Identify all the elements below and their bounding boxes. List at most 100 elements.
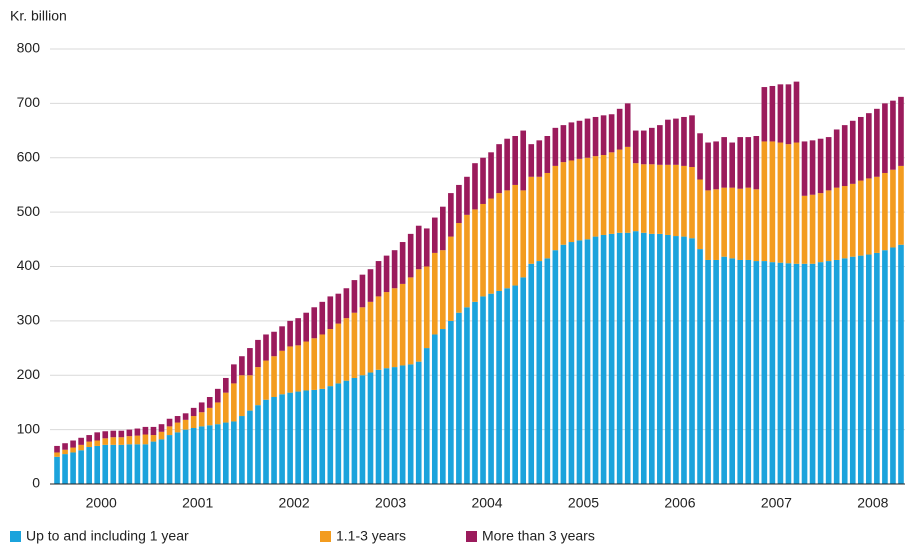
bar-segment bbox=[536, 140, 543, 177]
bar-segment bbox=[890, 247, 896, 484]
bar-segment bbox=[673, 118, 679, 165]
bar-segment bbox=[198, 412, 205, 427]
bar-segment bbox=[206, 407, 213, 426]
bar-segment bbox=[383, 255, 390, 293]
x-tick-label: 2006 bbox=[664, 495, 695, 511]
bar-segment bbox=[512, 136, 518, 185]
bar-segment bbox=[584, 157, 591, 240]
bar-segment bbox=[576, 120, 583, 159]
bar-segment bbox=[182, 429, 189, 484]
x-tick-label: 2008 bbox=[857, 495, 888, 511]
bar-segment bbox=[383, 368, 390, 484]
bar-segment bbox=[222, 422, 229, 484]
bar-segment bbox=[640, 164, 647, 233]
bar-segment bbox=[335, 383, 342, 484]
bar-segment bbox=[271, 331, 277, 357]
bar-segment bbox=[817, 262, 824, 484]
bar-segment bbox=[793, 81, 800, 143]
bar-segment bbox=[142, 426, 149, 435]
bar-segment bbox=[648, 164, 655, 234]
bar-segment bbox=[793, 263, 800, 484]
bar-segment bbox=[737, 259, 744, 484]
bar-segment bbox=[608, 114, 615, 153]
bar-segment bbox=[737, 188, 744, 260]
bar-segment bbox=[150, 435, 157, 442]
bar-segment bbox=[761, 141, 768, 262]
bar-segment bbox=[584, 239, 591, 484]
bar-segment bbox=[504, 190, 510, 289]
bar-segment bbox=[166, 418, 173, 427]
bar-segment bbox=[440, 329, 446, 484]
bar-segment bbox=[809, 263, 816, 484]
bar-segment bbox=[126, 444, 133, 484]
bar-segment bbox=[86, 441, 92, 448]
bar-segment bbox=[231, 421, 237, 484]
bar-segment bbox=[705, 190, 711, 260]
bar-segment bbox=[222, 392, 229, 423]
bar-segment bbox=[785, 84, 792, 145]
y-tick-label: 100 bbox=[17, 420, 41, 436]
bar-segment bbox=[689, 166, 695, 239]
bar-segment bbox=[415, 361, 422, 484]
bar-segment bbox=[375, 296, 382, 370]
bar-segment bbox=[206, 425, 213, 484]
bar-segment bbox=[825, 261, 832, 484]
bar-segment bbox=[255, 367, 261, 406]
bar-segment bbox=[142, 444, 149, 484]
bar-segment bbox=[351, 280, 358, 313]
bar-segment bbox=[327, 386, 334, 484]
bar-segment bbox=[231, 383, 237, 422]
bar-segment bbox=[705, 259, 711, 484]
bar-segment bbox=[166, 426, 173, 436]
bar-segment bbox=[86, 447, 92, 484]
bar-segment bbox=[448, 320, 454, 484]
bar-segment bbox=[504, 138, 510, 191]
bar-segment bbox=[785, 263, 792, 484]
bar-segment bbox=[769, 85, 776, 142]
bar-segment bbox=[874, 252, 880, 484]
bar-segment bbox=[849, 183, 856, 257]
bar-segment bbox=[134, 435, 141, 445]
bar-segment bbox=[568, 242, 575, 484]
bar-segment bbox=[882, 103, 888, 173]
bar-segment bbox=[592, 156, 599, 237]
bar-segment bbox=[480, 203, 486, 297]
bar-segment bbox=[351, 312, 358, 378]
bar-segment bbox=[102, 431, 109, 439]
bar-segment bbox=[496, 144, 502, 194]
bar-segment bbox=[657, 233, 663, 484]
bar-segment bbox=[825, 137, 832, 191]
bar-segment bbox=[833, 187, 840, 260]
bar-segment bbox=[182, 413, 189, 420]
bar-segment bbox=[431, 252, 438, 335]
bar-segment bbox=[841, 186, 848, 259]
bar-segment bbox=[247, 375, 253, 411]
bar-segment bbox=[311, 307, 318, 339]
bar-segment bbox=[753, 189, 760, 262]
bar-segment bbox=[415, 269, 422, 362]
bar-segment bbox=[496, 290, 502, 484]
bar-segment bbox=[102, 438, 109, 445]
bar-segment bbox=[552, 165, 559, 251]
bar-segment bbox=[343, 288, 350, 319]
bar-segment bbox=[866, 254, 872, 484]
bar-segment bbox=[198, 402, 205, 413]
bar-segment bbox=[70, 440, 76, 448]
bar-segment bbox=[311, 338, 318, 390]
bar-segment bbox=[102, 444, 109, 484]
bar-segment bbox=[890, 100, 896, 170]
bar-segment bbox=[431, 334, 438, 484]
bar-segment bbox=[472, 209, 478, 302]
bar-segment bbox=[222, 377, 229, 393]
bar-segment bbox=[849, 256, 856, 484]
bar-segment bbox=[319, 388, 326, 484]
bar-segment bbox=[303, 390, 310, 484]
bar-segment bbox=[319, 301, 326, 335]
bar-segment bbox=[190, 407, 197, 417]
bar-segment bbox=[464, 214, 470, 308]
bar-segment bbox=[512, 184, 518, 286]
bar-segment bbox=[335, 323, 342, 384]
bar-segment bbox=[327, 296, 334, 330]
bar-segment bbox=[472, 301, 478, 484]
y-tick-label: 500 bbox=[17, 203, 41, 219]
